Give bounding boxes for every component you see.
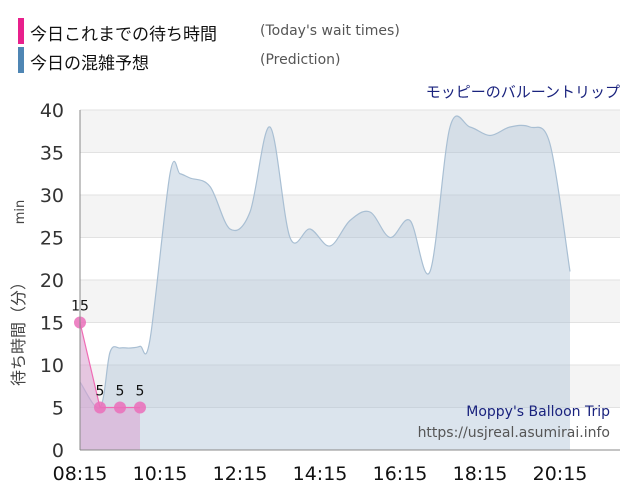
today-point [134,402,146,414]
watermark-title: Moppy's Balloon Trip [466,404,610,420]
watermark-url: https://usjreal.asumirai.info [418,425,610,441]
y-tick-label: 15 [40,313,64,335]
y-tick-label: 25 [40,228,64,250]
chart-title: モッピーのバルーントリップ [426,83,620,101]
y-tick-label: 35 [40,143,64,165]
x-tick-label: 20:15 [533,463,588,485]
y-axis-label: 待ち時間（分） [9,274,28,386]
x-tick-label: 12:15 [213,463,268,485]
y-tick-label: 10 [40,355,64,377]
today-point [94,402,106,414]
x-tick-label: 10:15 [133,463,188,485]
today-point [114,402,126,414]
x-tick-label: 18:15 [453,463,508,485]
today-point-label: 5 [136,384,145,400]
y-tick-label: 0 [52,440,64,462]
y-tick-label: 40 [40,100,64,122]
today-point-label: 5 [116,384,125,400]
today-point-label: 5 [96,384,105,400]
x-tick-label: 14:15 [293,463,348,485]
y-axis-unit: min [13,200,28,225]
y-tick-label: 30 [40,185,64,207]
y-tick-label: 20 [40,270,64,292]
y-tick-label: 5 [52,398,64,420]
x-tick-label: 08:15 [53,463,108,485]
x-tick-label: 16:15 [373,463,428,485]
